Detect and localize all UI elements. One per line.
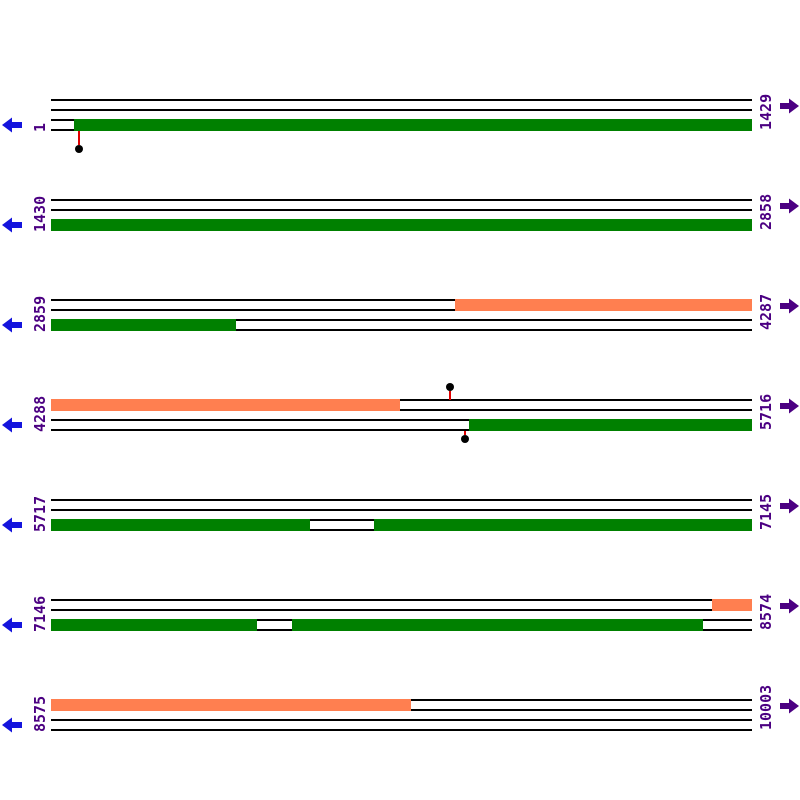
row-start-coordinate: 5717 (31, 495, 49, 532)
sequence-row-7: 8575 10003 (0, 685, 800, 758)
lollipop-stem (449, 391, 451, 400)
frame-line (51, 509, 752, 511)
row-end-coordinate: 10003 (757, 684, 775, 730)
frame-line (51, 499, 752, 501)
frame-line (51, 109, 752, 111)
frame-line (51, 729, 752, 731)
sequence-row-2: 1430 2858 (0, 194, 800, 258)
row-end-coordinate: 7145 (757, 493, 775, 530)
frame-line (51, 309, 752, 311)
right-strand-arrow-icon (780, 598, 799, 618)
row-end-coordinate: 8574 (757, 593, 775, 630)
right-strand-arrow-icon (780, 98, 799, 118)
row-start-coordinate: 7146 (31, 595, 49, 632)
left-strand-arrow-icon (2, 617, 22, 637)
frame-line (51, 209, 752, 211)
sequence-row-3: 2859 4287 (0, 294, 800, 358)
frame-line (51, 319, 752, 321)
row-start-coordinate: 8575 (31, 695, 49, 732)
feature-bar-orange (51, 699, 411, 711)
right-strand-arrow-icon (780, 498, 799, 518)
lollipop-dot (461, 434, 469, 443)
lollipop-stem (78, 130, 80, 145)
feature-bar-orange (455, 299, 752, 311)
feature-bar-green (51, 219, 752, 231)
right-strand-arrow-icon (780, 398, 799, 418)
feature-bar-green (74, 119, 752, 131)
right-strand-arrow-icon (780, 198, 799, 218)
sequence-row-1: 1 1429 (0, 94, 800, 158)
row-end-coordinate: 1429 (757, 93, 775, 130)
frame-line (51, 329, 752, 331)
frame-line (51, 99, 752, 101)
frame-line (51, 419, 752, 421)
row-start-coordinate: 2859 (31, 295, 49, 332)
feature-bar-green (51, 319, 236, 331)
left-strand-arrow-icon (2, 217, 22, 237)
left-strand-arrow-icon (2, 417, 22, 437)
row-start-coordinate: 1 (31, 122, 49, 132)
left-strand-arrow-icon (2, 317, 22, 337)
row-end-coordinate: 5716 (757, 393, 775, 430)
sequence-row-4: 4288 5716 (0, 383, 800, 458)
frame-line (51, 409, 752, 411)
lollipop-dot (446, 383, 454, 391)
feature-bar-orange (51, 399, 400, 411)
feature-bar-orange (712, 599, 752, 611)
frame-line (51, 599, 752, 601)
right-strand-arrow-icon (780, 298, 799, 318)
feature-bar-green (292, 619, 703, 631)
left-strand-arrow-icon (2, 517, 22, 537)
frame-line (51, 199, 752, 201)
frame-line (51, 719, 752, 721)
row-end-coordinate: 2858 (757, 193, 775, 230)
feature-bar-green (374, 519, 752, 531)
left-strand-arrow-icon (2, 117, 22, 137)
feature-bar-green (469, 419, 752, 431)
frame-line (51, 299, 752, 301)
right-strand-arrow-icon (780, 698, 799, 718)
row-end-coordinate: 4287 (757, 293, 775, 330)
lollipop-stem (464, 430, 466, 435)
sequence-row-5: 5717 7145 (0, 494, 800, 558)
frame-line (51, 399, 752, 401)
row-start-coordinate: 4288 (31, 395, 49, 432)
feature-bar-green (51, 519, 310, 531)
feature-bar-green (51, 619, 257, 631)
frame-line (51, 429, 752, 431)
lollipop-dot (75, 144, 83, 153)
frame-line (51, 609, 752, 611)
row-start-coordinate: 1430 (31, 195, 49, 232)
left-strand-arrow-icon (2, 717, 22, 737)
sequence-row-6: 7146 8574 (0, 594, 800, 658)
